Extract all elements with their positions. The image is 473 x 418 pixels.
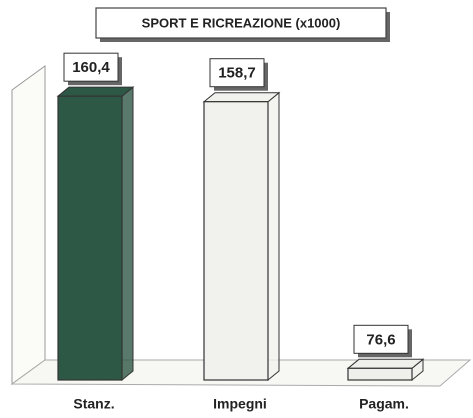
value-label: 76,6 (366, 331, 395, 348)
value-label: 160,4 (72, 59, 110, 76)
x-tick-label: Stanz. (73, 396, 114, 412)
x-tick-label: Impegni (213, 396, 267, 412)
bar-top (56, 86, 135, 97)
title-box (95, 7, 387, 39)
side-wall (11, 65, 46, 385)
bar (347, 367, 413, 381)
bar-side (267, 91, 280, 382)
value-label: 158,7 (218, 65, 256, 82)
x-tick-label: Pagam. (359, 396, 409, 412)
bar-side (121, 86, 134, 382)
bar-top (202, 92, 281, 103)
value-label-box (63, 52, 119, 82)
chart-title: SPORT E RICREAZIONE (x1000) (142, 15, 341, 30)
value-label-box (209, 58, 265, 88)
value-label-box (353, 324, 409, 354)
bar (57, 95, 123, 381)
bar-top (346, 358, 425, 369)
bar (203, 101, 269, 381)
